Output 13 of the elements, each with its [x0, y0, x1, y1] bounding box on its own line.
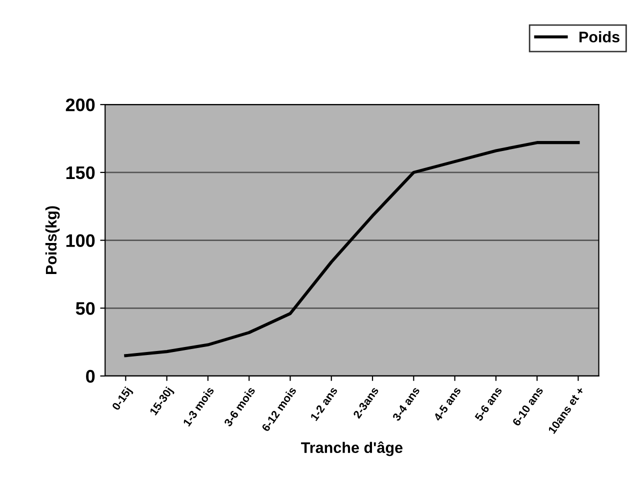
x-tick-label: 5-6 ans — [474, 386, 502, 422]
line-series — [124, 141, 580, 358]
x-tick-label: 4-5 ans — [433, 386, 462, 422]
x-tick-label: 1-2 ans — [310, 386, 338, 422]
y-tick-label: 150 — [66, 166, 95, 180]
x-axis-title: Tranche d'âge — [301, 441, 402, 456]
y-axis-title: Poids(kg) — [45, 206, 60, 274]
x-tick-label: 3-4 ans — [392, 386, 420, 422]
legend-label: Poids — [579, 31, 620, 42]
y-tick-label: 50 — [76, 302, 95, 315]
y-tick-label: 100 — [66, 234, 95, 248]
y-tick-label: 200 — [66, 98, 95, 112]
y-tick-label: 0 — [86, 370, 95, 383]
